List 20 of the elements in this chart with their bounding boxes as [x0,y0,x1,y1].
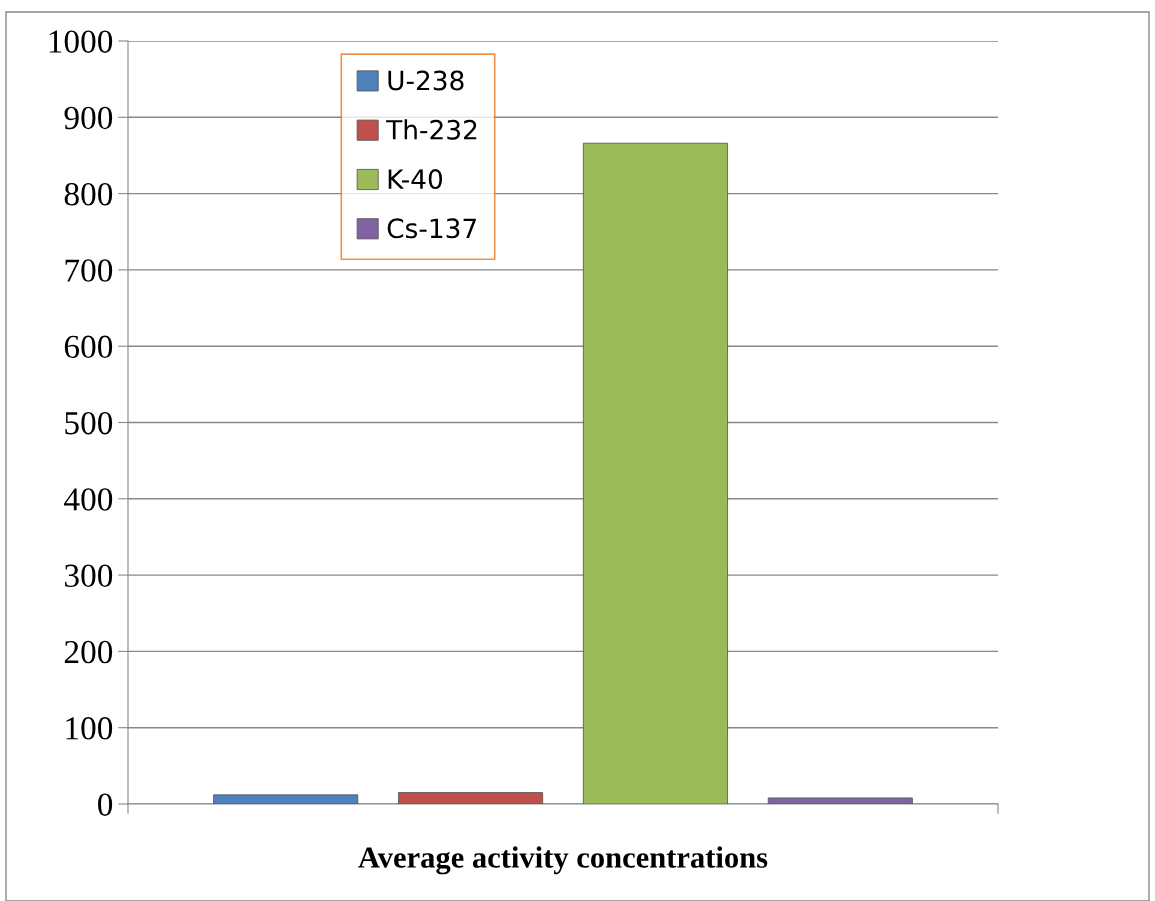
y-tick-label: 0 [98,793,113,816]
legend-label: Th-232 [386,119,477,140]
y-tick-label: 300 [65,564,113,587]
legend-label: Cs-137 [387,218,476,239]
bar [398,792,544,804]
x-axis-title: Average activity concentrations [358,846,768,875]
y-tick-label: 900 [64,106,113,130]
y-tick-label: 100 [66,717,113,740]
bar [213,794,359,804]
y-tick-label: 800 [64,183,113,206]
y-tick-label: 700 [65,259,113,282]
legend-label: K-40 [388,169,443,190]
y-tick-label: 400 [64,488,113,511]
y-tick-label: 200 [64,640,113,664]
y-tick-label: 1000 [49,30,113,53]
bar [582,142,728,804]
y-tick-label: 600 [64,335,113,359]
bar [767,797,913,804]
y-tick-label: 500 [65,411,113,435]
legend-label: U-238 [388,70,464,91]
